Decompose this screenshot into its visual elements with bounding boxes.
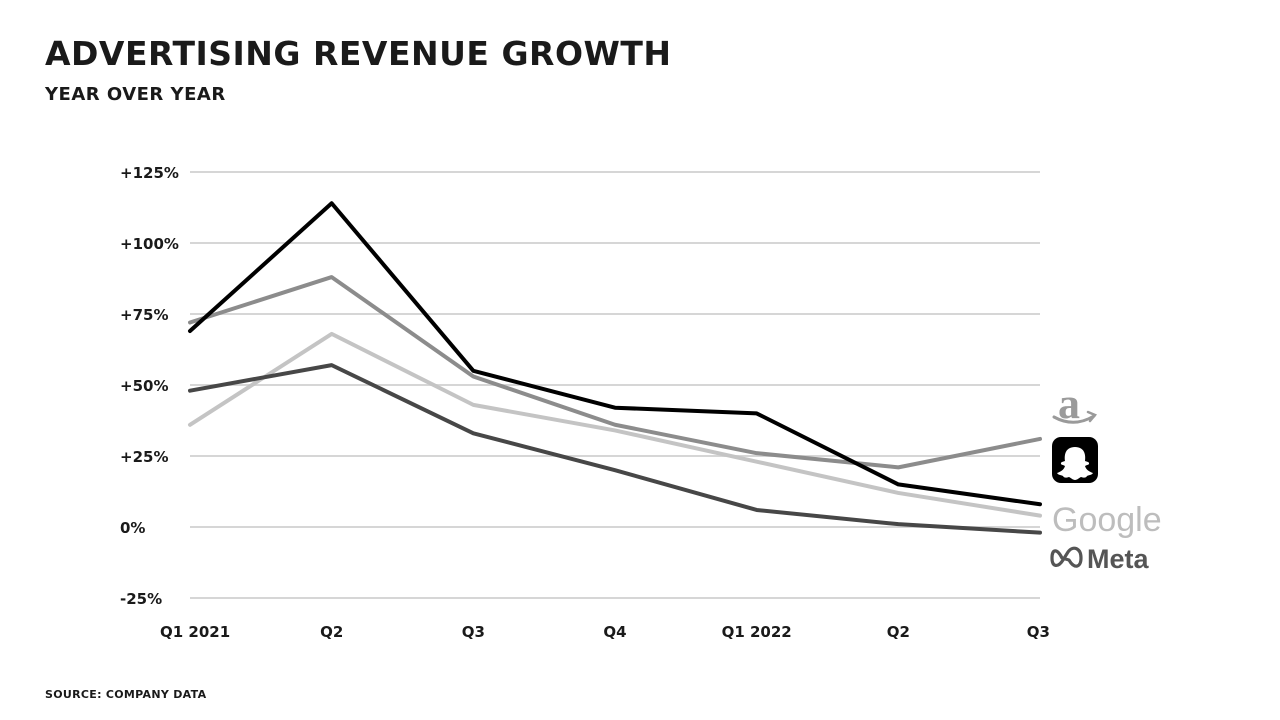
x-axis-ticks: Q1 2021 Q2 Q3 Q4 Q1 2022 Q2 Q3	[160, 623, 1050, 641]
amazon-smile-icon	[1052, 414, 1096, 424]
series-line-google	[188, 331, 1042, 518]
chart-subtitle: YEAR OVER YEAR	[45, 84, 226, 105]
meta-logo: Meta	[1050, 544, 1149, 574]
x-tick-label: Q2	[320, 623, 343, 641]
series-lines	[188, 201, 1042, 535]
y-tick-label: +75%	[120, 306, 168, 324]
grid-lines	[190, 171, 1040, 599]
y-tick-label: 0%	[120, 519, 145, 537]
x-tick-label: Q3	[1027, 623, 1050, 641]
amazon-logo: a	[1052, 379, 1098, 428]
series-line-snapchat	[188, 201, 1042, 507]
y-tick-label: +25%	[120, 448, 168, 466]
chart-title: ADVERTISING REVENUE GROWTH	[45, 34, 672, 73]
series-line-meta	[188, 363, 1042, 535]
y-tick-label: +125%	[120, 164, 179, 182]
x-tick-label: Q1 2021	[160, 623, 230, 641]
x-tick-label: Q1 2022	[722, 623, 792, 641]
series-line-amazon	[188, 275, 1042, 470]
x-tick-label: Q2	[887, 623, 910, 641]
amazon-logo-letter: a	[1058, 379, 1080, 428]
y-axis-ticks: -25% 0% +25% +50% +75% +100% +125%	[120, 164, 179, 608]
meta-infinity-icon	[1050, 546, 1083, 568]
amazon-arrow-icon	[1086, 410, 1098, 423]
meta-logo-text: Meta	[1087, 544, 1149, 574]
y-tick-label: +100%	[120, 235, 179, 253]
x-tick-label: Q3	[462, 623, 485, 641]
google-logo: Google	[1052, 501, 1162, 539]
y-tick-label: -25%	[120, 590, 162, 608]
source-note: SOURCE: COMPANY DATA	[45, 688, 207, 701]
snapchat-logo	[1052, 437, 1098, 483]
y-tick-label: +50%	[120, 377, 168, 395]
x-tick-label: Q4	[603, 623, 626, 641]
snapchat-ghost-icon	[1057, 447, 1093, 480]
